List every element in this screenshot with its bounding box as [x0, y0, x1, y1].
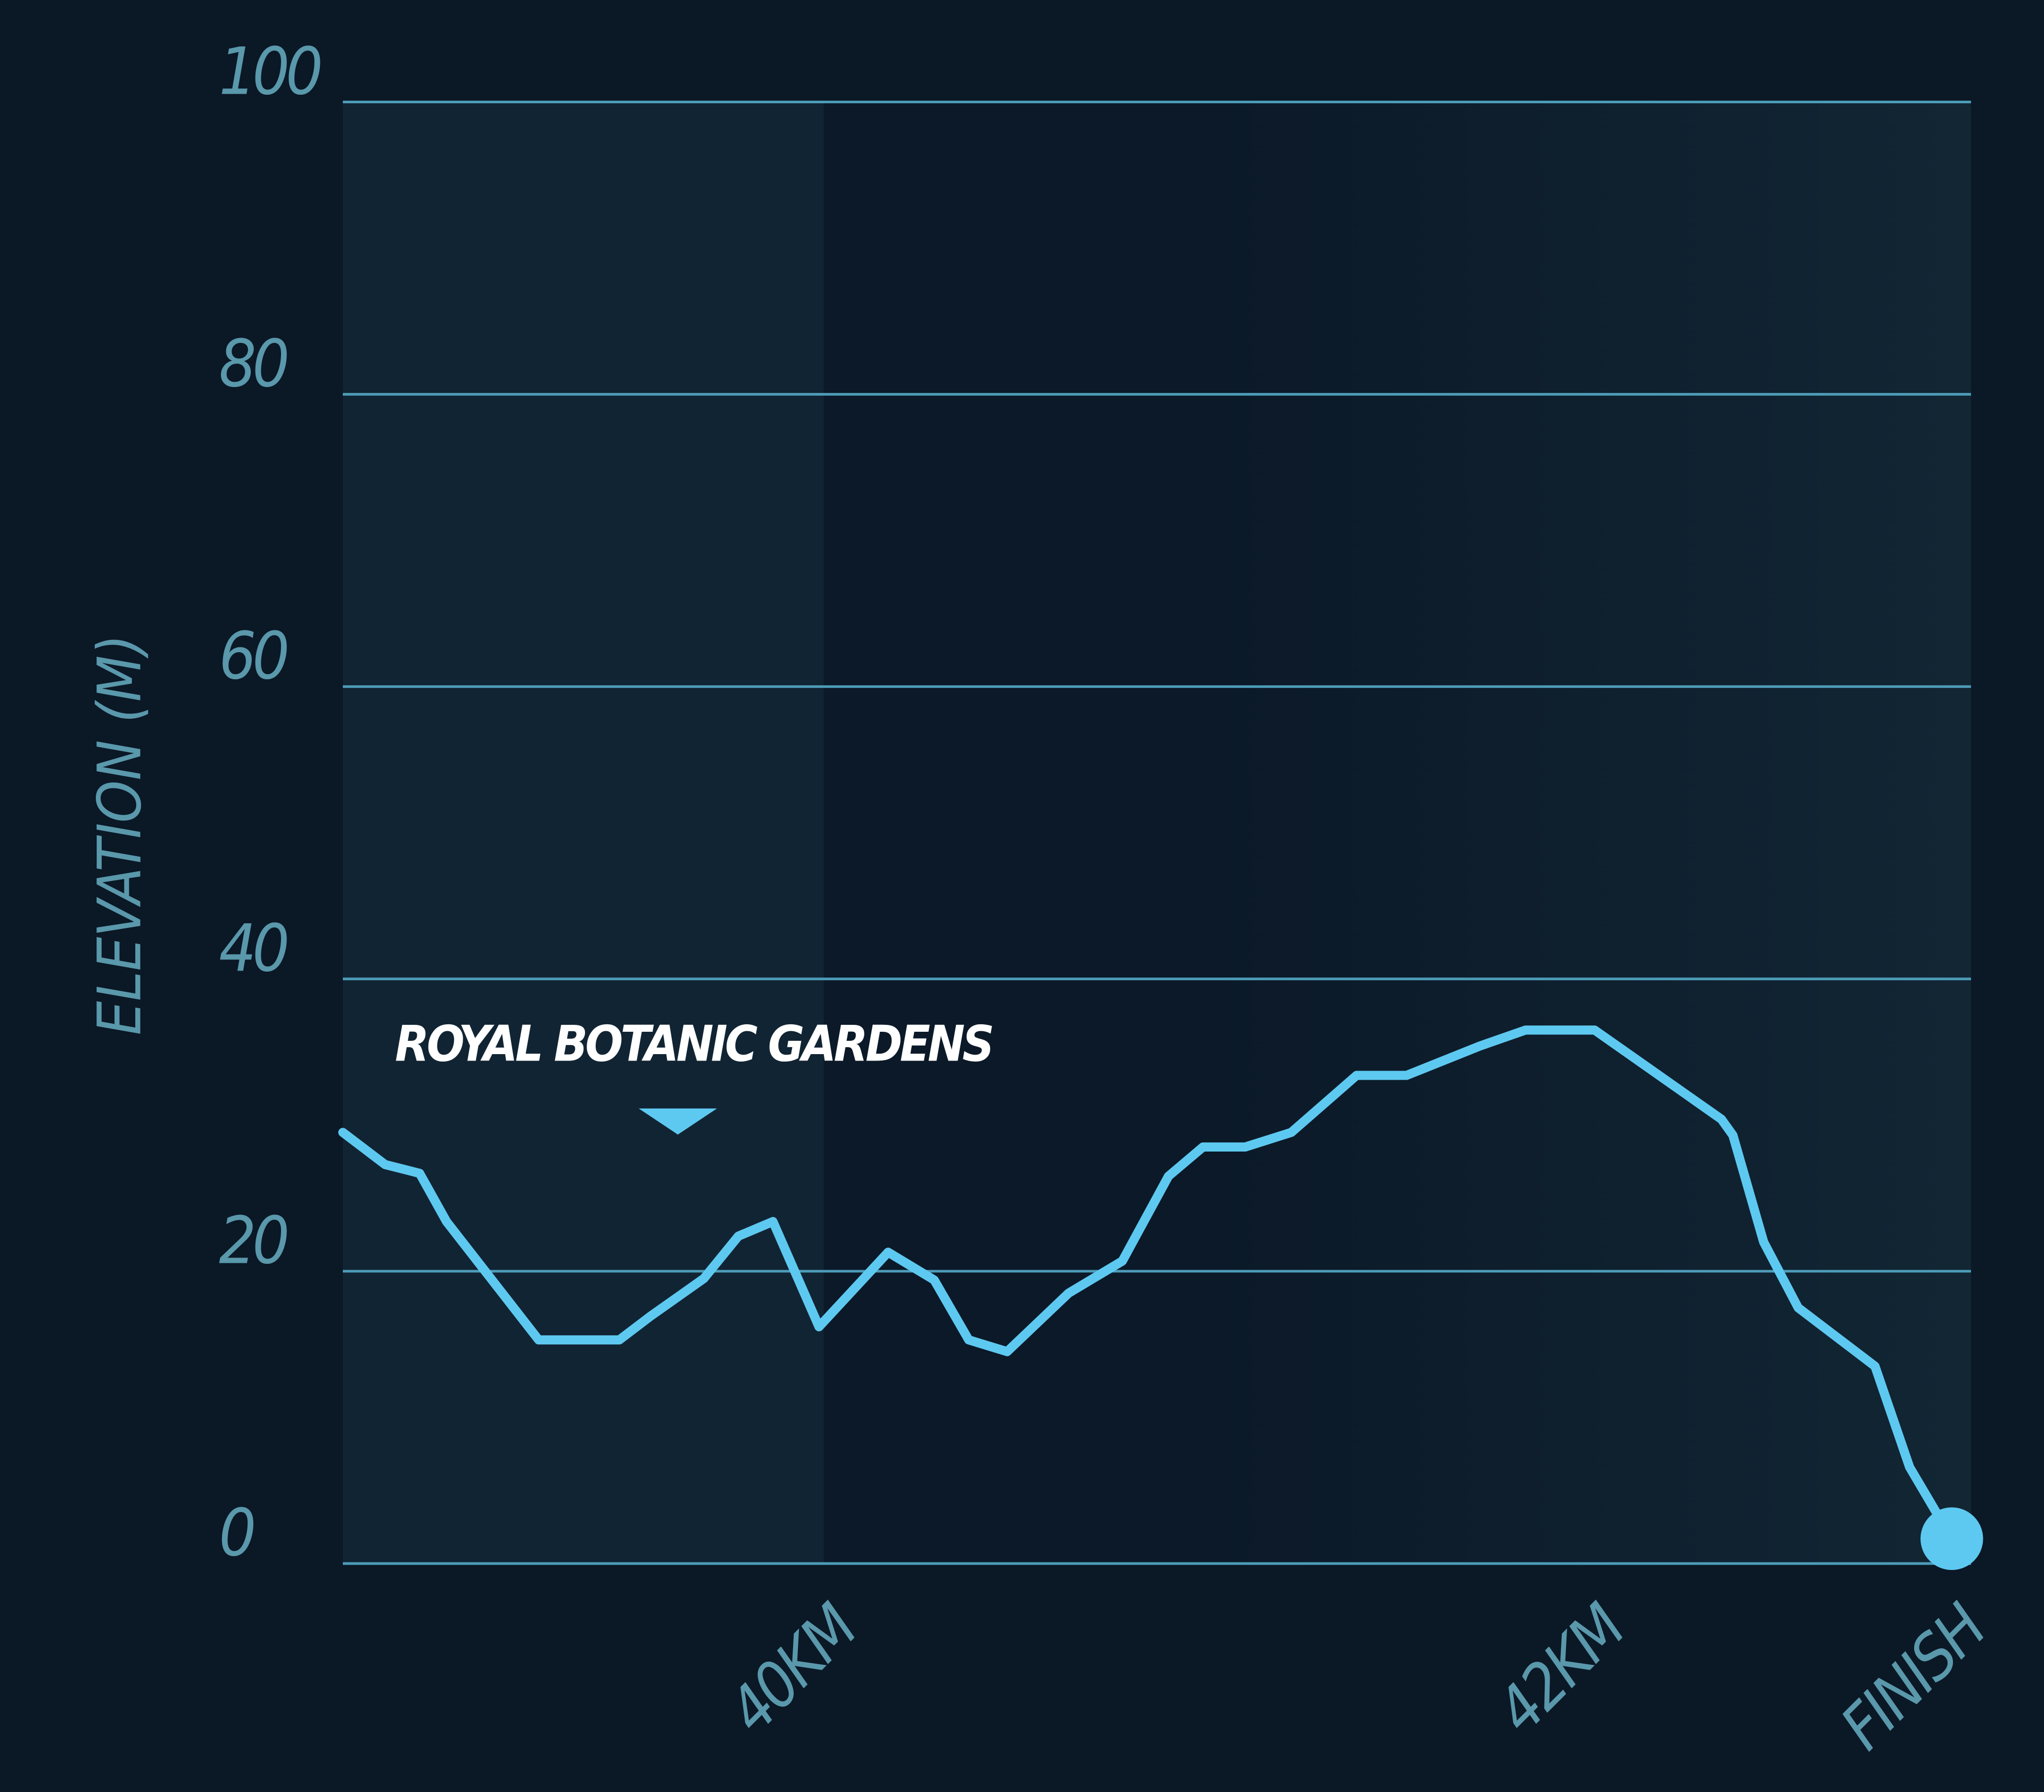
annotation-pointer: [639, 1108, 717, 1135]
line: [338, 1025, 1957, 1543]
y-tick-label: 60: [219, 618, 287, 694]
y-axis-label: ELEVATION (M): [84, 634, 154, 1035]
y-tick-label: 100: [219, 33, 320, 109]
annotation: ROYAL BOTANIC GARDENS: [395, 1015, 992, 1072]
shade-left: [343, 102, 824, 1564]
shade-mid: [823, 102, 1215, 1564]
y-tick-label: 20: [219, 1203, 287, 1279]
shade-right: [1215, 102, 1971, 1564]
y-tick-label: 80: [219, 325, 287, 401]
finish-marker: [1921, 1507, 1983, 1570]
y-tick-label: 0: [219, 1495, 253, 1571]
y-tick-label: 40: [219, 910, 287, 986]
